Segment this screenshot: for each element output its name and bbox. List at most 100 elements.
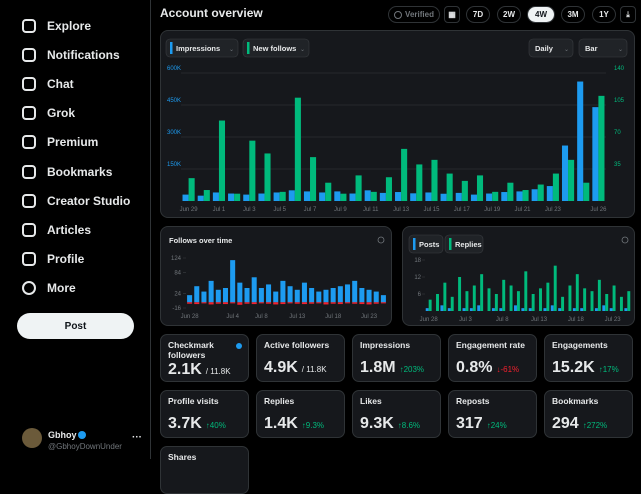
chip-color: [247, 42, 250, 54]
bar: [428, 299, 432, 311]
nav-item[interactable]: Notifications: [22, 45, 120, 65]
nav-item[interactable]: Creator Studio: [22, 191, 130, 211]
bar: [345, 302, 351, 304]
bar: [316, 302, 322, 304]
bar: [182, 194, 189, 201]
impressions-panel: Impressions ⌄ New follows ⌄ Daily ⌄ Bar ⌄ 150K 30…: [160, 30, 635, 218]
nav-item[interactable]: Profile: [22, 249, 84, 269]
stat-line: 9.3K ↑8.6%: [360, 415, 433, 433]
stat-card[interactable]: Impressions 1.8M ↑203%: [352, 334, 441, 382]
bar: [380, 302, 386, 304]
x-tick-label: Jul 15: [423, 207, 440, 213]
x-tick-label: Jul 17: [454, 207, 471, 213]
stat-card[interactable]: Engagements 15.2K ↑17%: [544, 334, 633, 382]
stat-label: Reposts: [456, 396, 490, 406]
stat-card[interactable]: Reposts 317 ↑24%: [448, 390, 537, 438]
range-button[interactable]: 4W: [527, 6, 555, 23]
bar: [546, 186, 553, 201]
nav-label: Creator Studio: [47, 194, 131, 208]
range-button[interactable]: 3M: [561, 6, 585, 23]
nav-label: Premium: [47, 135, 99, 149]
chip-bg: [242, 38, 310, 58]
user-name[interactable]: Gbhoy: [48, 430, 77, 440]
tick-label: 150K: [167, 162, 181, 168]
post-button[interactable]: Post: [17, 313, 134, 339]
range-button[interactable]: 1Y: [592, 6, 616, 23]
bar: [273, 291, 279, 303]
bar: [528, 308, 532, 311]
bar: [337, 302, 343, 305]
chip-label: Impressions: [176, 44, 220, 53]
stat-card[interactable]: Profile visits 3.7K ↑40%: [160, 390, 249, 438]
tick-label: 140: [614, 66, 625, 72]
stat-label: Engagements: [552, 340, 608, 350]
stat-card[interactable]: Replies 1.4K ↑9.3%: [256, 390, 345, 438]
stat-card[interactable]: Shares: [160, 446, 249, 494]
nav-item[interactable]: Bookmarks: [22, 162, 112, 182]
bar: [366, 289, 372, 303]
nav-item[interactable]: Grok: [22, 103, 75, 123]
bar: [319, 192, 326, 201]
nav-item[interactable]: Premium: [22, 132, 98, 152]
bar: [619, 296, 623, 311]
bar: [486, 193, 493, 201]
chip-caret: ⌄: [618, 47, 623, 53]
bar: [230, 302, 236, 304]
nav-item[interactable]: More: [22, 278, 76, 298]
stat-card[interactable]: Active followers 4.9K/ 11.8K: [256, 334, 345, 382]
nav-icon: [22, 106, 36, 120]
info-icon: [621, 236, 629, 244]
stat-card[interactable]: Checkmark followers 2.1K/ 11.8K: [160, 334, 249, 382]
bar: [627, 291, 631, 311]
bar: [502, 279, 506, 311]
bar: [287, 302, 293, 304]
tick-label: 35: [614, 162, 621, 168]
bar: [492, 191, 499, 201]
nav-item[interactable]: Articles: [22, 220, 91, 240]
bar: [359, 302, 365, 305]
bar: [416, 164, 423, 201]
chip[interactable]: Replies⌄: [444, 234, 484, 254]
calendar-button[interactable]: ▦: [444, 6, 460, 23]
chip[interactable]: Daily ⌄: [528, 38, 574, 58]
stat-change: ↑272%: [582, 421, 608, 430]
download-button[interactable]: ⤓: [620, 6, 636, 23]
bar: [370, 191, 377, 201]
bar: [355, 175, 362, 201]
bar: [575, 274, 579, 311]
bar: [590, 291, 594, 311]
chip[interactable]: New follows ⌄: [242, 38, 310, 58]
chip[interactable]: Bar ⌄: [578, 38, 628, 58]
stat-card[interactable]: Bookmarks 294 ↑272%: [544, 390, 633, 438]
chip[interactable]: Impressions ⌄: [165, 38, 239, 58]
tick-label: 70: [614, 130, 621, 136]
bar: [568, 159, 575, 201]
stat-label: Engagement rate: [456, 340, 525, 350]
range-button[interactable]: 7D: [466, 6, 490, 23]
bar: [330, 288, 336, 303]
bar: [583, 288, 587, 311]
stat-card[interactable]: Engagement rate 0.8% ↓-61%: [448, 334, 537, 382]
chip[interactable]: Posts⌄: [408, 234, 444, 254]
bar: [228, 193, 235, 201]
more-dots[interactable]: ···: [132, 432, 142, 443]
nav-icon: [22, 194, 36, 208]
bar: [294, 289, 300, 303]
avatar[interactable]: [22, 428, 42, 448]
stat-card[interactable]: Likes 9.3K ↑8.6%: [352, 390, 441, 438]
x-tick-label: Jul 5: [273, 207, 286, 213]
bar: [380, 295, 386, 303]
bar: [624, 308, 628, 311]
range-button[interactable]: 2W: [497, 6, 521, 23]
x-tick-label: Jul 23: [605, 317, 622, 323]
bar: [572, 308, 576, 311]
user-handle[interactable]: @GbhoyDownUnder: [48, 442, 122, 451]
verified-filter[interactable]: Verified: [388, 6, 440, 23]
nav-item[interactable]: Chat: [22, 74, 74, 94]
bar: [280, 280, 286, 303]
nav-item[interactable]: Explore: [22, 16, 91, 36]
bar: [501, 192, 508, 201]
bar: [425, 308, 429, 311]
bar: [294, 302, 300, 304]
stat-change: ↑17%: [598, 365, 619, 374]
